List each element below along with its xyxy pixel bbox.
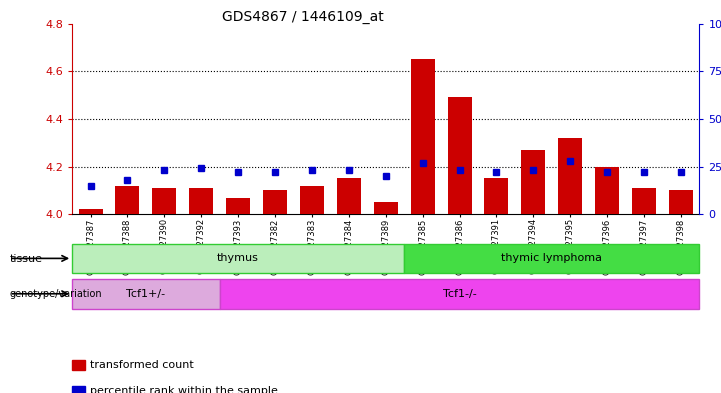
Bar — [404, 244, 699, 273]
Text: Tcf1+/-: Tcf1+/- — [126, 289, 165, 299]
Text: thymic lymphoma: thymic lymphoma — [501, 253, 602, 263]
Text: tissue: tissue — [9, 253, 43, 264]
Bar — [337, 178, 360, 214]
Bar — [263, 190, 287, 214]
Bar — [115, 185, 139, 214]
Bar — [558, 138, 583, 214]
Text: Tcf1-/-: Tcf1-/- — [443, 289, 477, 299]
Bar — [72, 244, 404, 273]
Bar — [226, 198, 250, 214]
Text: GDS4867 / 1446109_at: GDS4867 / 1446109_at — [222, 10, 384, 24]
Bar — [373, 202, 398, 214]
Bar — [189, 188, 213, 214]
Bar — [152, 188, 177, 214]
Bar — [448, 97, 472, 214]
Bar — [521, 150, 545, 214]
Bar — [220, 279, 699, 309]
Text: thymus: thymus — [217, 253, 259, 263]
Bar — [300, 185, 324, 214]
Bar — [632, 188, 656, 214]
Bar — [595, 167, 619, 214]
Text: percentile rank within the sample: percentile rank within the sample — [90, 386, 278, 393]
Bar — [79, 209, 102, 214]
Bar — [72, 279, 220, 309]
Bar — [669, 190, 693, 214]
Bar — [485, 178, 508, 214]
Text: transformed count: transformed count — [90, 360, 194, 371]
Bar — [411, 59, 435, 214]
Text: genotype/variation: genotype/variation — [9, 289, 102, 299]
